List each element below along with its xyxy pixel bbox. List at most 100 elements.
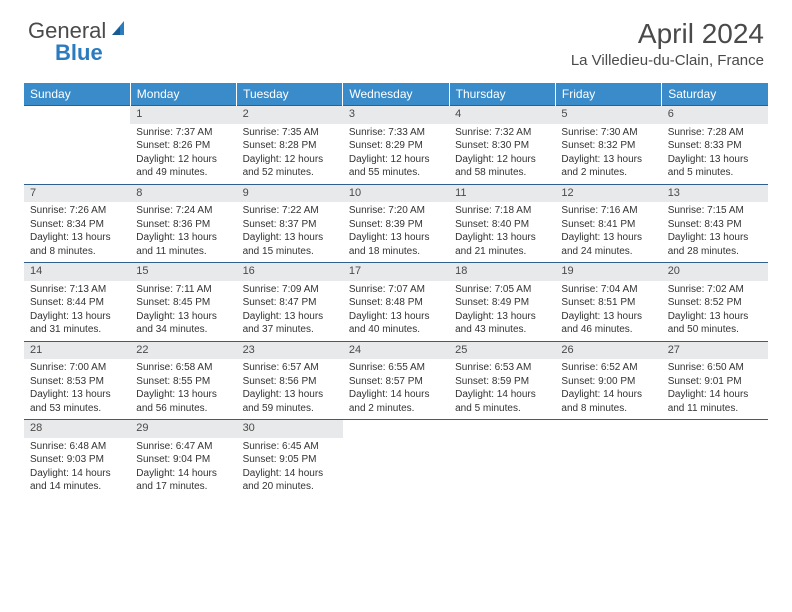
day-number: 13 bbox=[662, 184, 768, 202]
day-number: 28 bbox=[24, 420, 130, 438]
day-cell: Sunrise: 7:26 AMSunset: 8:34 PMDaylight:… bbox=[24, 202, 130, 263]
daylight-text: Daylight: 13 hours and 53 minutes. bbox=[30, 388, 124, 415]
day-number: 30 bbox=[237, 420, 343, 438]
sunrise-text: Sunrise: 7:24 AM bbox=[136, 204, 230, 218]
day-cell: Sunrise: 6:52 AMSunset: 9:00 PMDaylight:… bbox=[555, 359, 661, 420]
sunset-text: Sunset: 8:49 PM bbox=[455, 296, 549, 310]
location-label: La Villedieu-du-Clain, France bbox=[571, 52, 764, 69]
day-number: 8 bbox=[130, 184, 236, 202]
day-number-row: 21222324252627 bbox=[24, 341, 768, 359]
sunset-text: Sunset: 8:37 PM bbox=[243, 218, 337, 232]
daylight-text: Daylight: 13 hours and 34 minutes. bbox=[136, 310, 230, 337]
day-cell: Sunrise: 7:05 AMSunset: 8:49 PMDaylight:… bbox=[449, 281, 555, 342]
daylight-text: Daylight: 13 hours and 43 minutes. bbox=[455, 310, 549, 337]
title-block: April 2024 La Villedieu-du-Clain, France bbox=[571, 18, 764, 69]
day-cell bbox=[662, 438, 768, 498]
daylight-text: Daylight: 14 hours and 5 minutes. bbox=[455, 388, 549, 415]
daylight-text: Daylight: 13 hours and 46 minutes. bbox=[561, 310, 655, 337]
day-number: 26 bbox=[555, 341, 661, 359]
sunset-text: Sunset: 8:51 PM bbox=[561, 296, 655, 310]
daylight-text: Daylight: 14 hours and 2 minutes. bbox=[349, 388, 443, 415]
sunrise-text: Sunrise: 7:30 AM bbox=[561, 126, 655, 140]
sunset-text: Sunset: 8:57 PM bbox=[349, 375, 443, 389]
weekday-header: Thursday bbox=[449, 83, 555, 106]
sunset-text: Sunset: 8:48 PM bbox=[349, 296, 443, 310]
daylight-text: Daylight: 13 hours and 18 minutes. bbox=[349, 231, 443, 258]
day-cell: Sunrise: 6:47 AMSunset: 9:04 PMDaylight:… bbox=[130, 438, 236, 498]
day-number: 4 bbox=[449, 106, 555, 124]
day-number bbox=[662, 420, 768, 438]
day-cell bbox=[449, 438, 555, 498]
sunrise-text: Sunrise: 6:48 AM bbox=[30, 440, 124, 454]
daylight-text: Daylight: 13 hours and 5 minutes. bbox=[668, 153, 762, 180]
daylight-text: Daylight: 12 hours and 58 minutes. bbox=[455, 153, 549, 180]
day-cell bbox=[555, 438, 661, 498]
day-cell: Sunrise: 7:09 AMSunset: 8:47 PMDaylight:… bbox=[237, 281, 343, 342]
sunrise-text: Sunrise: 6:53 AM bbox=[455, 361, 549, 375]
sunset-text: Sunset: 9:05 PM bbox=[243, 453, 337, 467]
weekday-header: Friday bbox=[555, 83, 661, 106]
sunset-text: Sunset: 8:34 PM bbox=[30, 218, 124, 232]
sunset-text: Sunset: 9:00 PM bbox=[561, 375, 655, 389]
day-body-row: Sunrise: 7:37 AMSunset: 8:26 PMDaylight:… bbox=[24, 124, 768, 185]
day-cell: Sunrise: 6:53 AMSunset: 8:59 PMDaylight:… bbox=[449, 359, 555, 420]
day-cell: Sunrise: 7:28 AMSunset: 8:33 PMDaylight:… bbox=[662, 124, 768, 185]
day-cell: Sunrise: 6:50 AMSunset: 9:01 PMDaylight:… bbox=[662, 359, 768, 420]
weekday-header: Wednesday bbox=[343, 83, 449, 106]
day-cell: Sunrise: 7:22 AMSunset: 8:37 PMDaylight:… bbox=[237, 202, 343, 263]
day-body-row: Sunrise: 6:48 AMSunset: 9:03 PMDaylight:… bbox=[24, 438, 768, 498]
day-cell bbox=[343, 438, 449, 498]
day-number bbox=[343, 420, 449, 438]
daylight-text: Daylight: 14 hours and 20 minutes. bbox=[243, 467, 337, 494]
sunset-text: Sunset: 8:30 PM bbox=[455, 139, 549, 153]
day-number: 21 bbox=[24, 341, 130, 359]
day-number: 18 bbox=[449, 263, 555, 281]
sunset-text: Sunset: 8:36 PM bbox=[136, 218, 230, 232]
day-cell: Sunrise: 7:15 AMSunset: 8:43 PMDaylight:… bbox=[662, 202, 768, 263]
day-cell: Sunrise: 7:16 AMSunset: 8:41 PMDaylight:… bbox=[555, 202, 661, 263]
sunset-text: Sunset: 8:26 PM bbox=[136, 139, 230, 153]
day-number-row: 123456 bbox=[24, 106, 768, 124]
daylight-text: Daylight: 13 hours and 11 minutes. bbox=[136, 231, 230, 258]
sunrise-text: Sunrise: 7:20 AM bbox=[349, 204, 443, 218]
sunrise-text: Sunrise: 7:33 AM bbox=[349, 126, 443, 140]
day-body-row: Sunrise: 7:26 AMSunset: 8:34 PMDaylight:… bbox=[24, 202, 768, 263]
day-number: 25 bbox=[449, 341, 555, 359]
daylight-text: Daylight: 13 hours and 21 minutes. bbox=[455, 231, 549, 258]
daylight-text: Daylight: 13 hours and 40 minutes. bbox=[349, 310, 443, 337]
sunrise-text: Sunrise: 7:35 AM bbox=[243, 126, 337, 140]
day-cell: Sunrise: 7:04 AMSunset: 8:51 PMDaylight:… bbox=[555, 281, 661, 342]
sunset-text: Sunset: 9:01 PM bbox=[668, 375, 762, 389]
day-cell: Sunrise: 6:48 AMSunset: 9:03 PMDaylight:… bbox=[24, 438, 130, 498]
sunrise-text: Sunrise: 7:32 AM bbox=[455, 126, 549, 140]
logo: General Blue bbox=[28, 18, 132, 44]
header: General Blue April 2024 La Villedieu-du-… bbox=[0, 0, 792, 77]
sunrise-text: Sunrise: 7:07 AM bbox=[349, 283, 443, 297]
sunrise-text: Sunrise: 6:58 AM bbox=[136, 361, 230, 375]
sunrise-text: Sunrise: 7:05 AM bbox=[455, 283, 549, 297]
sunset-text: Sunset: 8:40 PM bbox=[455, 218, 549, 232]
day-cell: Sunrise: 6:55 AMSunset: 8:57 PMDaylight:… bbox=[343, 359, 449, 420]
sunset-text: Sunset: 8:53 PM bbox=[30, 375, 124, 389]
day-number bbox=[449, 420, 555, 438]
sunrise-text: Sunrise: 7:02 AM bbox=[668, 283, 762, 297]
day-number: 7 bbox=[24, 184, 130, 202]
day-number bbox=[24, 106, 130, 124]
sunset-text: Sunset: 8:59 PM bbox=[455, 375, 549, 389]
day-cell: Sunrise: 7:20 AMSunset: 8:39 PMDaylight:… bbox=[343, 202, 449, 263]
day-cell: Sunrise: 7:13 AMSunset: 8:44 PMDaylight:… bbox=[24, 281, 130, 342]
day-cell: Sunrise: 7:00 AMSunset: 8:53 PMDaylight:… bbox=[24, 359, 130, 420]
day-cell: Sunrise: 7:24 AMSunset: 8:36 PMDaylight:… bbox=[130, 202, 236, 263]
sunrise-text: Sunrise: 6:57 AM bbox=[243, 361, 337, 375]
day-cell: Sunrise: 7:07 AMSunset: 8:48 PMDaylight:… bbox=[343, 281, 449, 342]
daylight-text: Daylight: 14 hours and 8 minutes. bbox=[561, 388, 655, 415]
page-title: April 2024 bbox=[571, 18, 764, 50]
day-number bbox=[555, 420, 661, 438]
daylight-text: Daylight: 13 hours and 24 minutes. bbox=[561, 231, 655, 258]
day-number: 5 bbox=[555, 106, 661, 124]
day-number: 16 bbox=[237, 263, 343, 281]
weekday-header: Tuesday bbox=[237, 83, 343, 106]
day-number-row: 14151617181920 bbox=[24, 263, 768, 281]
sunset-text: Sunset: 8:43 PM bbox=[668, 218, 762, 232]
sunrise-text: Sunrise: 6:47 AM bbox=[136, 440, 230, 454]
